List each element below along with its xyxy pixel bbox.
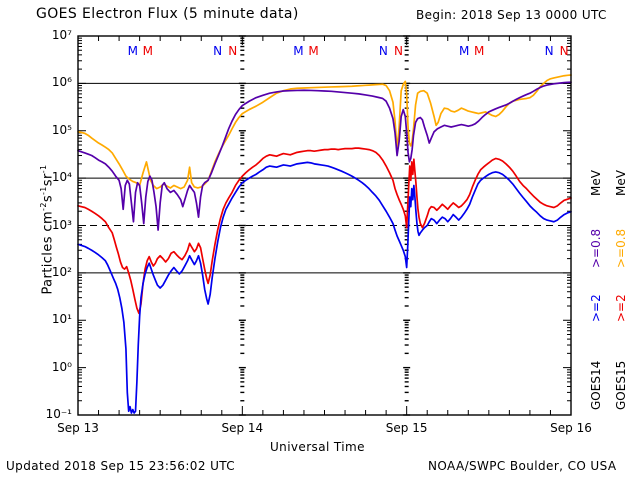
eclipse-marker-m: M xyxy=(127,44,138,58)
x-tick-label: Sep 15 xyxy=(385,421,428,435)
legend-goes14-unit: MeV xyxy=(589,170,603,196)
eclipse-marker-n: N xyxy=(378,44,388,58)
eclipse-marker-n: N xyxy=(544,44,554,58)
eclipse-marker-n: N xyxy=(213,44,223,58)
begin-time-label: Begin: 2018 Sep 13 0000 UTC xyxy=(416,8,607,22)
eclipse-marker-m: M xyxy=(308,44,319,58)
eclipse-marker-n: N xyxy=(393,44,403,58)
legend-goes14-e08: >=0.8 xyxy=(589,228,603,268)
legend-goes14-sat: GOES14 xyxy=(589,360,603,410)
eclipse-marker-m: M xyxy=(293,44,304,58)
legend-goes15-e08: >=0.8 xyxy=(614,228,628,268)
y-tick-label: 10⁻¹ xyxy=(45,407,72,421)
eclipse-marker-m: M xyxy=(474,44,485,58)
y-tick-label: 10¹ xyxy=(51,312,72,327)
plot-frame xyxy=(77,35,572,416)
legend-goes15-unit: MeV xyxy=(614,170,628,196)
eclipse-marker-m: M xyxy=(142,44,153,58)
eclipse-marker-n: N xyxy=(559,44,569,58)
updated-timestamp: Updated 2018 Sep 15 23:56:02 UTC xyxy=(6,459,236,473)
x-axis-title: Universal Time xyxy=(270,440,365,454)
x-tick-label: Sep 16 xyxy=(550,421,592,435)
y-tick-label: 10⁶ xyxy=(51,75,72,90)
series-line xyxy=(77,161,572,414)
legend-goes14-e2: >=2 xyxy=(589,294,603,322)
x-tick-label: Sep 14 xyxy=(221,421,264,435)
y-tick-label: 10⁵ xyxy=(51,122,72,137)
x-tick-label: Sep 13 xyxy=(57,421,99,435)
y-tick-label: 10⁴ xyxy=(51,170,72,185)
y-tick-label: 10⁷ xyxy=(51,28,72,42)
y-tick-label: 10² xyxy=(51,264,72,279)
legend-goes15-sat: GOES15 xyxy=(614,360,628,410)
series-line xyxy=(77,81,572,231)
y-tick-label: 10⁰ xyxy=(51,359,72,374)
provider-label: NOAA/SWPC Boulder, CO USA xyxy=(428,459,617,473)
y-tick-label: 10³ xyxy=(51,217,72,232)
page-title: GOES Electron Flux (5 minute data) xyxy=(36,6,299,22)
eclipse-marker-n: N xyxy=(228,44,238,58)
legend-goes15-e2: >=2 xyxy=(614,294,628,322)
eclipse-marker-m: M xyxy=(458,44,470,58)
series-line xyxy=(77,147,572,315)
